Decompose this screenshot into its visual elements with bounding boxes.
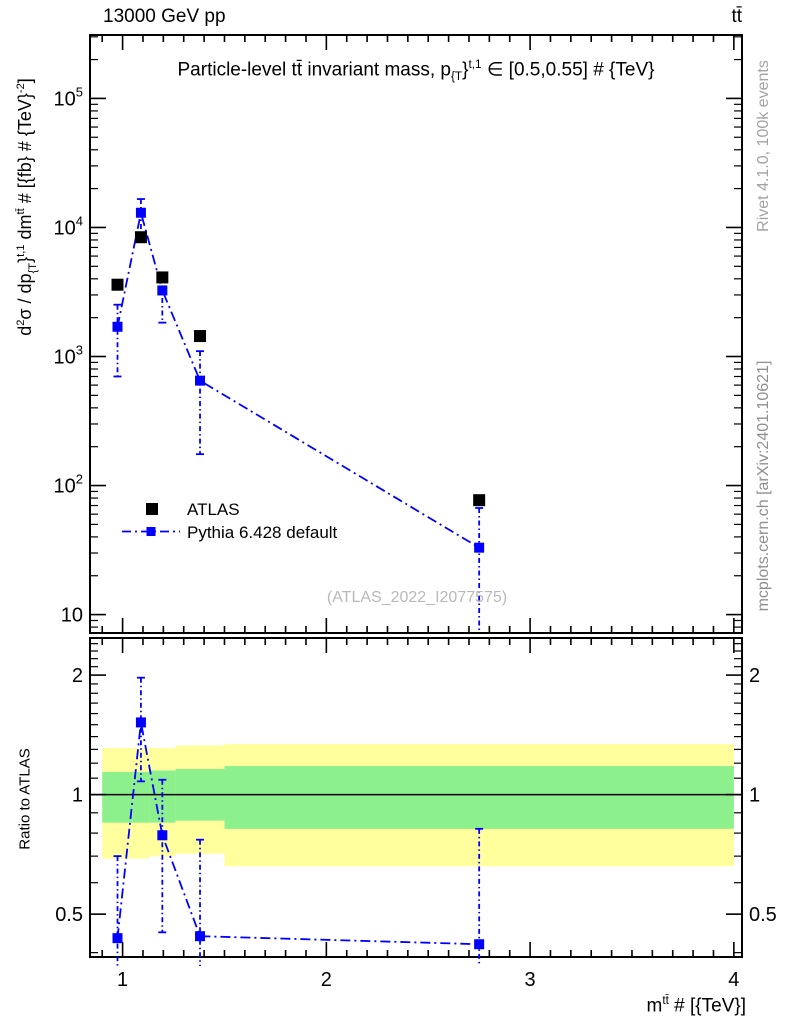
atlas-series-main: [111, 231, 486, 507]
ratio-y-tick-label-right: 0.5: [749, 904, 777, 926]
ratio-y-tick-label-right: 1: [749, 785, 760, 807]
atlas-marker: [134, 231, 147, 244]
main-y-axis-label: d2σ / dp{T}t,1 dmtt̄ # [{fb} # {TeV}-2]: [15, 78, 39, 336]
atlas-marker: [156, 271, 169, 284]
main-y-tick-label: 105: [54, 84, 83, 110]
atlas-marker: [473, 494, 486, 507]
x-tick-label: 4: [728, 969, 739, 991]
main-y-tick-label: 10: [61, 605, 83, 627]
process-label: tt̄: [731, 6, 742, 27]
uncertainty-bands: [102, 744, 734, 867]
ratio-y-axis-label: Ratio to ATLAS: [16, 748, 34, 850]
legend-markers: [122, 503, 180, 536]
pythia-marker: [195, 375, 206, 386]
x-tick-label: 1: [117, 969, 128, 991]
pythia-marker: [112, 321, 123, 332]
legend-pythia-marker-icon: [146, 527, 156, 536]
main-y-tick-label: 103: [54, 342, 83, 368]
pythia-ratio-marker: [195, 931, 206, 942]
green-band-segment: [224, 766, 734, 829]
pythia-ratio-marker: [112, 933, 123, 944]
green-band-segment: [102, 772, 133, 823]
ratio-y-axis-ticks: [90, 643, 742, 954]
ratio-y-tick-label-left: 1: [72, 785, 83, 807]
pythia-ratio-marker: [474, 939, 485, 950]
legend-atlas-marker-icon: [146, 503, 158, 515]
x-tick-label: 3: [525, 969, 536, 991]
legend-item-pythia: Pythia 6.428 default: [187, 523, 338, 542]
legend-item-atlas: ATLAS: [187, 500, 240, 519]
pythia-series-ratio: [112, 676, 485, 966]
pythia-line: [116, 212, 480, 549]
main-y-axis-ticks: [90, 36, 742, 628]
tick-labels: 10 102 103 104 105 2 2 1 1 0.5 0.5 1 2 3 4: [54, 84, 777, 991]
main-y-tick-label: 102: [54, 472, 83, 498]
ratio-y-tick-label-right: 2: [749, 665, 760, 687]
x-tick-label: 2: [321, 969, 332, 991]
main-panel-frame: [89, 34, 743, 634]
ratio-y-tick-label-left: 0.5: [55, 904, 83, 926]
x-axis-label: mtt̄ # [{TeV}]: [646, 994, 747, 1017]
ratio-panel-frame: [89, 637, 743, 958]
pythia-ratio-marker: [135, 717, 146, 728]
pythia-marker: [157, 285, 168, 296]
pythia-ratio-marker: [157, 830, 168, 841]
x-axis-ticks: [101, 35, 735, 957]
pythia-marker: [135, 207, 146, 218]
ratio-y-tick-label-left: 2: [72, 665, 83, 687]
pythia-ratio-line: [116, 722, 480, 946]
panel-frames: [89, 34, 743, 958]
main-y-tick-label: 104: [54, 213, 83, 239]
mcplots-citation-note: mcplots.cern.ch [arXiv:2401.10621]: [755, 360, 772, 612]
green-band-segment: [132, 772, 150, 823]
beam-energy-label: 13000 GeV pp: [103, 6, 226, 27]
pythia-series-main: [112, 198, 485, 632]
analysis-id-watermark: (ATLAS_2022_I2077575): [326, 589, 508, 606]
rivet-version-note: Rivet 4.1.0, 100k events: [755, 60, 772, 232]
plot-title: Particle-level tt̄ invariant mass, p{T}t…: [177, 58, 655, 84]
pythia-marker: [474, 542, 485, 553]
atlas-marker: [111, 278, 124, 291]
atlas-marker: [194, 330, 207, 343]
